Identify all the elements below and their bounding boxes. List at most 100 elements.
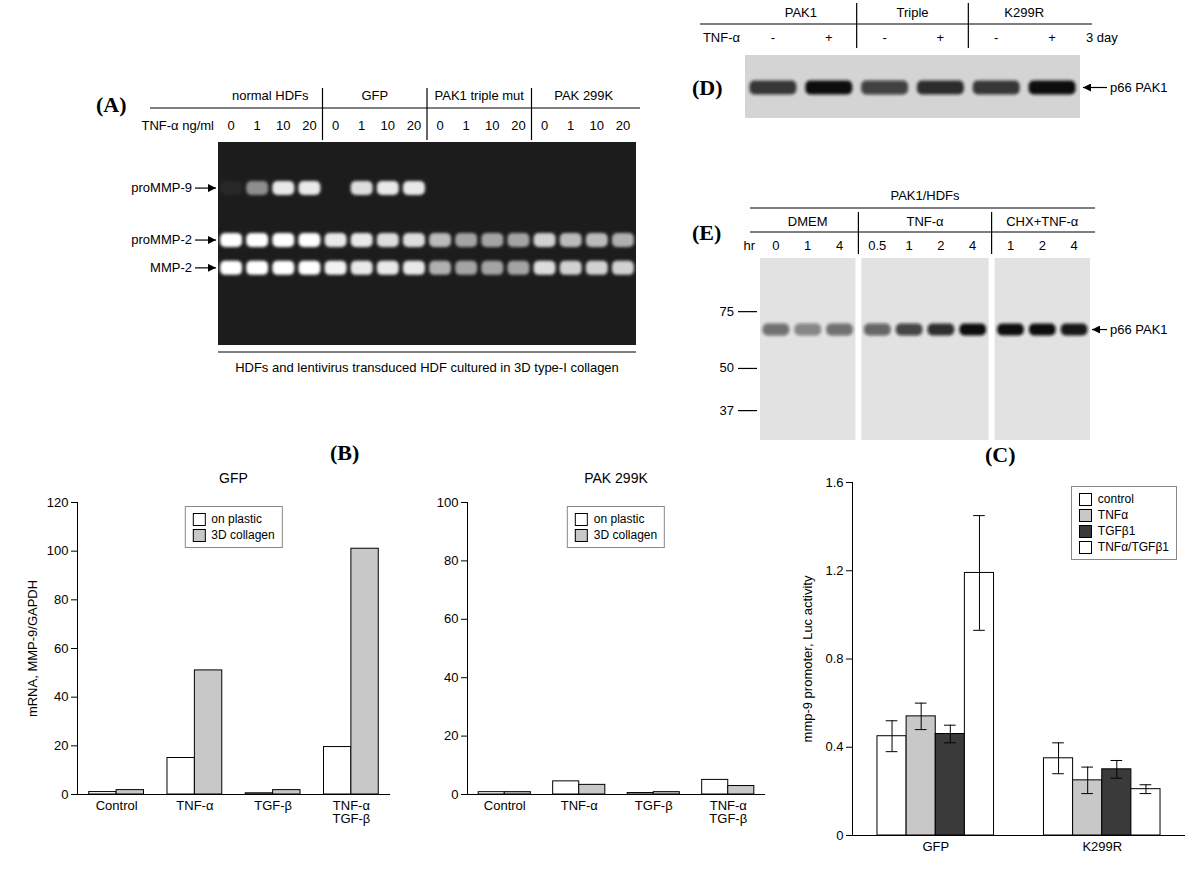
svg-text:3 day: 3 day [1086,30,1118,45]
svg-text:TNF-αTGF-β: TNF-αTGF-β [709,798,747,826]
svg-text:0: 0 [541,118,548,133]
svg-text:TNF-α ng/ml: TNF-α ng/ml [141,118,214,133]
svg-text:PAK1 triple mut: PAK1 triple mut [435,88,525,103]
svg-text:0: 0 [836,828,843,843]
svg-text:80: 80 [444,553,458,568]
svg-text:10: 10 [276,118,290,133]
svg-text:DMEM: DMEM [788,214,828,229]
svg-text:(A): (A) [96,92,127,117]
svg-text:20: 20 [302,118,316,133]
svg-text:100: 100 [437,495,459,510]
svg-text:0.8: 0.8 [825,651,843,666]
svg-text:20: 20 [616,118,630,133]
svg-text:20: 20 [444,728,458,743]
svg-text:TNF-α: TNF-α [176,798,214,813]
svg-text:40: 40 [444,670,458,685]
svg-text:TGF-β: TGF-β [635,798,673,813]
svg-text:HDFs and lentivirus transduced: HDFs and lentivirus transduced HDF cultu… [235,360,619,375]
svg-text:GFP: GFP [361,88,388,103]
svg-text:10: 10 [381,118,395,133]
svg-text:TNF-α: TNF-α [561,798,599,813]
svg-text:4: 4 [969,238,976,253]
svg-text:1: 1 [254,118,261,133]
html-text:on plastic: on plastic [593,512,645,526]
svg-text:20: 20 [54,738,68,753]
svg-text:TNF-α: TNF-α [906,214,944,229]
svg-text:+: + [825,30,833,45]
svg-text:TNF-α: TNF-α [703,30,741,45]
svg-text:60: 60 [444,611,458,626]
svg-text:1: 1 [905,238,912,253]
svg-text:p66 PAK1: p66 PAK1 [1110,80,1168,95]
svg-text:0: 0 [332,118,339,133]
svg-text:0: 0 [772,238,779,253]
svg-text:0: 0 [227,118,234,133]
svg-text:40: 40 [54,689,68,704]
svg-text:(D): (D) [692,75,723,100]
svg-text:normal HDFs: normal HDFs [232,88,309,103]
svg-text:60: 60 [54,641,68,656]
svg-text:120: 120 [47,495,69,510]
svg-text:0: 0 [61,787,68,802]
svg-text:PAK 299K: PAK 299K [554,88,613,103]
svg-text:mRNA, MMP-9/GAPDH: mRNA, MMP-9/GAPDH [25,580,40,717]
svg-text:1.2: 1.2 [825,563,843,578]
svg-text:-: - [771,30,775,45]
svg-text:CHX+TNF-α: CHX+TNF-α [1006,214,1079,229]
svg-text:0: 0 [436,118,443,133]
svg-text:80: 80 [54,592,68,607]
svg-text:1: 1 [567,118,574,133]
svg-text:2: 2 [937,238,944,253]
svg-text:Triple: Triple [896,5,928,20]
html-text:(C): (C) [985,442,1016,467]
svg-text:Control: Control [484,798,526,813]
svg-text:0.5: 0.5 [868,238,886,253]
html-text:on plastic: on plastic [211,512,262,526]
html-text:3D collagen: 3D collagen [211,528,275,542]
svg-text:p66 PAK1: p66 PAK1 [1110,322,1168,337]
svg-text:-: - [882,30,886,45]
svg-text:proMMP-2: proMMP-2 [131,232,192,247]
svg-text:TGF-β: TGF-β [254,798,292,813]
svg-text:PAK1/HDFs: PAK1/HDFs [890,188,960,203]
svg-text:MMP-2: MMP-2 [150,260,192,275]
svg-text:37: 37 [720,403,734,418]
svg-text:-: - [994,30,998,45]
svg-text:1.6: 1.6 [825,475,843,490]
html-text:TNFα: TNFα [1097,508,1129,522]
svg-text:proMMP-9: proMMP-9 [131,180,192,195]
html-text:GFP: GFP [219,470,248,486]
svg-text:4: 4 [836,238,843,253]
svg-text:10: 10 [485,118,499,133]
svg-text:1: 1 [1007,238,1014,253]
svg-text:100: 100 [47,543,69,558]
svg-text:0.4: 0.4 [825,739,843,754]
svg-text:hr: hr [743,238,755,253]
svg-text:PAK1: PAK1 [785,5,817,20]
svg-text:K299R: K299R [1004,5,1044,20]
svg-text:50: 50 [720,360,734,375]
html-text:3D collagen: 3D collagen [593,528,658,542]
svg-text:(E): (E) [692,220,721,245]
svg-text:mmp-9 promoter, Luc activity: mmp-9 promoter, Luc activity [800,575,815,742]
svg-text:4: 4 [1070,238,1077,253]
svg-text:20: 20 [511,118,525,133]
svg-text:GFP: GFP [922,839,949,854]
svg-text:0: 0 [451,787,458,802]
html-text:control: control [1097,492,1134,506]
svg-text:Control: Control [96,798,138,813]
html-text:PAK 299K: PAK 299K [584,470,648,486]
svg-text:1: 1 [358,118,365,133]
html-text:(B): (B) [330,440,360,465]
svg-text:10: 10 [590,118,604,133]
svg-text:20: 20 [407,118,421,133]
svg-text:2: 2 [1039,238,1046,253]
svg-text:K299R: K299R [1082,839,1122,854]
svg-text:1: 1 [804,238,811,253]
svg-text:75: 75 [720,304,734,319]
svg-text:1: 1 [463,118,470,133]
svg-text:TNF-αTGF-β: TNF-αTGF-β [332,798,370,826]
html-text:TGFβ1: TGFβ1 [1097,524,1136,538]
svg-text:+: + [1048,30,1056,45]
svg-text:+: + [937,30,945,45]
